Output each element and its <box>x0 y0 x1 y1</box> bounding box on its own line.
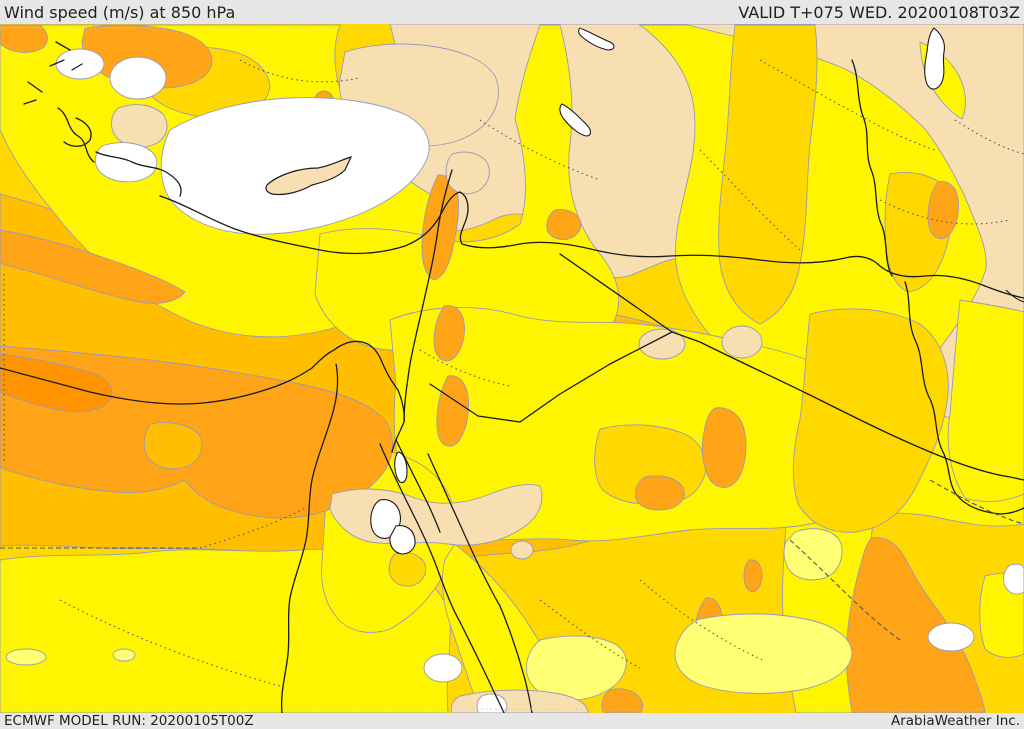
footer-bar: ECMWF MODEL RUN: 20200105T00Z ArabiaWeat… <box>0 713 1024 729</box>
region-orange-nw-sea-band <box>0 229 186 304</box>
border-syria-iraq <box>559 253 673 333</box>
region-orange-small-mid <box>743 559 763 593</box>
region-white-aegean-1 <box>55 48 105 80</box>
lake-urmia <box>924 27 945 90</box>
region-white-suez-lakes <box>370 499 401 539</box>
coast-red-sea-east <box>499 605 533 713</box>
admin-dotted-syria-1 <box>479 119 601 181</box>
region-orange-se-saudi <box>845 537 986 713</box>
model-run-label: ECMWF MODEL RUN: 20200105T00Z <box>4 713 254 729</box>
map-title: Wind speed (m/s) at 850 hPa <box>4 2 236 22</box>
lake-ataturk <box>578 27 615 51</box>
region-orange-syria-small <box>546 209 582 240</box>
coast-aegean-squiggle-2 <box>23 81 43 105</box>
valid-time-label: VALID T+075 WED. 20200108T03Z <box>738 2 1020 22</box>
region-pale-yellow-saudi-1 <box>783 528 843 581</box>
region-pale-yellow-saudi-3 <box>526 635 627 701</box>
region-gold-central-right <box>792 308 949 533</box>
river-nile <box>280 363 339 713</box>
region-white-suez-lakes-2 <box>389 525 416 555</box>
region-cream-small-pair-2 <box>721 325 763 359</box>
region-white-right-edge <box>1003 563 1024 595</box>
coast-gulf-of-suez-east <box>395 439 441 533</box>
admin-dotted-saudi-3 <box>539 599 641 669</box>
border-turkey-iran <box>851 59 893 277</box>
region-amber-notch-in-orange <box>143 422 203 470</box>
region-pale-yellow-small-left-1 <box>5 648 47 666</box>
coast-gulf-of-aqaba <box>427 453 501 607</box>
coast-levant <box>391 169 453 453</box>
lake-dead-sea <box>394 451 408 484</box>
admin-dotted-egypt-south <box>59 599 281 687</box>
admin-dashed-saudi-4 <box>929 479 1024 525</box>
region-orange-nw-saudi-oval <box>701 407 747 488</box>
region-pale-yellow-small-left-2 <box>112 648 136 662</box>
region-white-marmara <box>94 142 158 183</box>
coast-aegean-squiggle-3 <box>63 117 92 147</box>
lake-assad <box>559 103 592 137</box>
region-white-central-saudi <box>927 622 975 652</box>
region-orange-top-left-corner <box>0 24 48 53</box>
admin-dashed-saudi-2 <box>789 539 901 641</box>
region-pale-yellow-saudi-2 <box>674 613 853 694</box>
region-gold-west-iraq-band <box>718 24 818 325</box>
coast-red-sea-west <box>459 621 505 713</box>
wind-speed-contour-canvas <box>0 24 1024 713</box>
coast-gulf-of-suez-west <box>379 443 461 623</box>
admin-dotted-iran-2 <box>879 199 1011 225</box>
header-bar: Wind speed (m/s) at 850 hPa VALID T+075 … <box>0 0 1024 24</box>
region-yellow-right-edge <box>947 299 1024 502</box>
admin-dotted-jordan <box>419 349 511 387</box>
region-cream-small-pair-1 <box>638 328 686 360</box>
region-cream-hatay <box>445 151 490 195</box>
border-egypt-sudan-dotted <box>199 507 306 549</box>
region-cream-marmara-patch <box>111 104 168 148</box>
coastline-layer <box>0 41 1024 713</box>
region-orange-jordan-ridge-north <box>433 305 465 362</box>
region-white-east-mediterranean <box>160 97 430 235</box>
region-gold-sinai-patch <box>388 552 427 587</box>
admin-border-layer <box>0 59 1024 687</box>
coast-aegean-squiggle-1 <box>49 41 83 71</box>
region-orange-zagros-small <box>927 181 959 240</box>
region-white-red-sea-1 <box>423 653 463 683</box>
coast-south-turkey-and-tr-borders <box>159 191 1024 299</box>
region-orange-small-central <box>634 475 685 511</box>
island-cyprus <box>265 156 353 196</box>
region-white-red-sea-2 <box>476 693 508 713</box>
region-white-aegean-2 <box>109 56 167 100</box>
admin-dotted-iran-1 <box>759 59 936 151</box>
admin-dotted-turkey-1 <box>239 59 361 83</box>
brand-label: ArabiaWeather Inc. <box>890 713 1020 729</box>
region-orange-small-bottom <box>601 688 644 713</box>
coast-west-turkey <box>57 107 95 163</box>
coast-marmara-shore <box>95 151 182 197</box>
admin-dotted-saudi-1 <box>639 579 763 661</box>
region-cream-small-central <box>510 540 534 560</box>
coast-egypt-and-delta <box>0 340 405 423</box>
wind-speed-map <box>0 24 1024 713</box>
border-iran-iraq <box>904 281 1024 515</box>
admin-dotted-iran-3 <box>954 119 1024 155</box>
coast-gulf-tip-right-edge <box>1005 289 1024 303</box>
border-iraq-saudi <box>671 331 1024 481</box>
border-jordan-saudi <box>429 331 673 423</box>
